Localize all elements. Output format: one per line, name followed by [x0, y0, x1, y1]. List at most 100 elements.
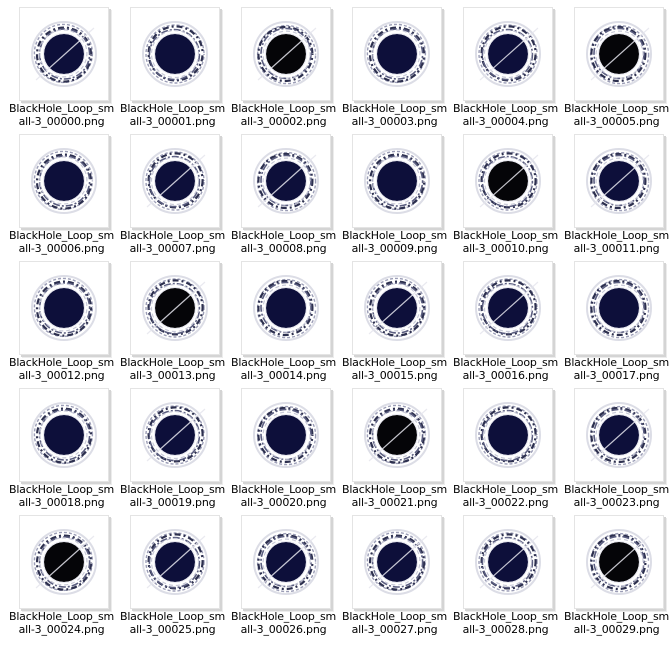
- thumbnail-image[interactable]: [241, 388, 331, 482]
- file-thumbnail-item[interactable]: BlackHole_Loop_sm all-3_00009.png: [339, 134, 450, 261]
- thumbnail-image[interactable]: [463, 388, 553, 482]
- black-hole-image: [253, 21, 319, 87]
- file-thumbnail-item[interactable]: BlackHole_Loop_sm all-3_00028.png: [450, 515, 561, 642]
- thumbnail-image[interactable]: [574, 134, 664, 228]
- file-name-label[interactable]: BlackHole_Loop_sm all-3_00015.png: [339, 356, 450, 382]
- thumbnail-image[interactable]: [241, 134, 331, 228]
- file-name-line-1: BlackHole_Loop_sm: [563, 229, 669, 242]
- file-thumbnail-item[interactable]: BlackHole_Loop_sm all-3_00022.png: [450, 388, 561, 515]
- thumbnail-image[interactable]: [352, 261, 442, 355]
- file-thumbnail-item[interactable]: BlackHole_Loop_sm all-3_00016.png: [450, 261, 561, 388]
- file-thumbnail-item[interactable]: BlackHole_Loop_sm all-3_00021.png: [339, 388, 450, 515]
- file-thumbnail-item[interactable]: BlackHole_Loop_sm all-3_00008.png: [228, 134, 339, 261]
- thumbnail-image[interactable]: [19, 388, 109, 482]
- file-name-label[interactable]: BlackHole_Loop_sm all-3_00014.png: [228, 356, 339, 382]
- file-name-label[interactable]: BlackHole_Loop_sm all-3_00022.png: [450, 483, 561, 509]
- file-name-line-1: BlackHole_Loop_sm: [8, 356, 114, 369]
- file-name-label[interactable]: BlackHole_Loop_sm all-3_00016.png: [450, 356, 561, 382]
- thumbnail-image[interactable]: [574, 388, 664, 482]
- thumbnail-image[interactable]: [574, 261, 664, 355]
- file-thumbnail-item[interactable]: BlackHole_Loop_sm all-3_00029.png: [561, 515, 669, 642]
- file-thumbnail-item[interactable]: BlackHole_Loop_sm all-3_00025.png: [117, 515, 228, 642]
- file-thumbnail-item[interactable]: BlackHole_Loop_sm all-3_00013.png: [117, 261, 228, 388]
- thumbnail-image[interactable]: [352, 388, 442, 482]
- file-name-label[interactable]: BlackHole_Loop_sm all-3_00029.png: [561, 610, 669, 636]
- file-name-label[interactable]: BlackHole_Loop_sm all-3_00020.png: [228, 483, 339, 509]
- file-thumbnail-item[interactable]: BlackHole_Loop_sm all-3_00024.png: [6, 515, 117, 642]
- file-name-label[interactable]: BlackHole_Loop_sm all-3_00000.png: [6, 102, 117, 128]
- file-thumbnail-item[interactable]: BlackHole_Loop_sm all-3_00011.png: [561, 134, 669, 261]
- file-thumbnail-item[interactable]: BlackHole_Loop_sm all-3_00027.png: [339, 515, 450, 642]
- thumbnail-image[interactable]: [130, 515, 220, 609]
- file-name-label[interactable]: BlackHole_Loop_sm all-3_00004.png: [450, 102, 561, 128]
- file-name-label[interactable]: BlackHole_Loop_sm all-3_00010.png: [450, 229, 561, 255]
- thumbnail-image[interactable]: [130, 388, 220, 482]
- thumbnail-image[interactable]: [130, 261, 220, 355]
- file-name-label[interactable]: BlackHole_Loop_sm all-3_00003.png: [339, 102, 450, 128]
- file-name-label[interactable]: BlackHole_Loop_sm all-3_00005.png: [561, 102, 669, 128]
- thumbnail-image[interactable]: [19, 261, 109, 355]
- file-name-label[interactable]: BlackHole_Loop_sm all-3_00019.png: [117, 483, 228, 509]
- file-name-label[interactable]: BlackHole_Loop_sm all-3_00011.png: [561, 229, 669, 255]
- file-name-label[interactable]: BlackHole_Loop_sm all-3_00018.png: [6, 483, 117, 509]
- file-thumbnail-item[interactable]: BlackHole_Loop_sm all-3_00010.png: [450, 134, 561, 261]
- thumbnail-image[interactable]: [241, 261, 331, 355]
- thumbnail-image[interactable]: [19, 134, 109, 228]
- file-thumbnail-item[interactable]: BlackHole_Loop_sm all-3_00023.png: [561, 388, 669, 515]
- file-name-label[interactable]: BlackHole_Loop_sm all-3_00013.png: [117, 356, 228, 382]
- file-name-line-1: BlackHole_Loop_sm: [563, 483, 669, 496]
- file-name-label[interactable]: BlackHole_Loop_sm all-3_00021.png: [339, 483, 450, 509]
- file-name-label[interactable]: BlackHole_Loop_sm all-3_00002.png: [228, 102, 339, 128]
- thumbnail-image[interactable]: [241, 515, 331, 609]
- file-thumbnail-item[interactable]: BlackHole_Loop_sm all-3_00006.png: [6, 134, 117, 261]
- thumbnail-image[interactable]: [19, 515, 109, 609]
- file-name-label[interactable]: BlackHole_Loop_sm all-3_00012.png: [6, 356, 117, 382]
- thumbnail-image[interactable]: [463, 134, 553, 228]
- file-name-line-1: BlackHole_Loop_sm: [8, 483, 114, 496]
- thumbnail-image[interactable]: [574, 7, 664, 101]
- thumbnail-image[interactable]: [130, 134, 220, 228]
- file-thumbnail-item[interactable]: BlackHole_Loop_sm all-3_00019.png: [117, 388, 228, 515]
- file-thumbnail-item[interactable]: BlackHole_Loop_sm all-3_00015.png: [339, 261, 450, 388]
- file-name-label[interactable]: BlackHole_Loop_sm all-3_00007.png: [117, 229, 228, 255]
- file-name-label[interactable]: BlackHole_Loop_sm all-3_00025.png: [117, 610, 228, 636]
- file-name-label[interactable]: BlackHole_Loop_sm all-3_00024.png: [6, 610, 117, 636]
- file-thumbnail-item[interactable]: BlackHole_Loop_sm all-3_00000.png: [6, 7, 117, 134]
- file-thumbnail-item[interactable]: BlackHole_Loop_sm all-3_00026.png: [228, 515, 339, 642]
- thumbnail-image[interactable]: [463, 261, 553, 355]
- file-name-label[interactable]: BlackHole_Loop_sm all-3_00001.png: [117, 102, 228, 128]
- thumbnail-image[interactable]: [352, 515, 442, 609]
- file-name-label[interactable]: BlackHole_Loop_sm all-3_00009.png: [339, 229, 450, 255]
- file-name-label[interactable]: BlackHole_Loop_sm all-3_00006.png: [6, 229, 117, 255]
- file-thumbnail-item[interactable]: BlackHole_Loop_sm all-3_00012.png: [6, 261, 117, 388]
- file-name-label[interactable]: BlackHole_Loop_sm all-3_00017.png: [561, 356, 669, 382]
- file-thumbnail-item[interactable]: BlackHole_Loop_sm all-3_00004.png: [450, 7, 561, 134]
- file-name-label[interactable]: BlackHole_Loop_sm all-3_00023.png: [561, 483, 669, 509]
- file-thumbnail-item[interactable]: BlackHole_Loop_sm all-3_00007.png: [117, 134, 228, 261]
- file-name-label[interactable]: BlackHole_Loop_sm all-3_00028.png: [450, 610, 561, 636]
- thumbnail-image[interactable]: [352, 7, 442, 101]
- thumbnail-image[interactable]: [19, 7, 109, 101]
- file-name-label[interactable]: BlackHole_Loop_sm all-3_00027.png: [339, 610, 450, 636]
- thumbnail-image[interactable]: [463, 515, 553, 609]
- thumbnail-image[interactable]: [241, 7, 331, 101]
- file-name-line-1: BlackHole_Loop_sm: [563, 610, 669, 623]
- thumbnail-image[interactable]: [463, 7, 553, 101]
- file-thumbnail-item[interactable]: BlackHole_Loop_sm all-3_00014.png: [228, 261, 339, 388]
- file-name-label[interactable]: BlackHole_Loop_sm all-3_00008.png: [228, 229, 339, 255]
- file-thumbnail-item[interactable]: BlackHole_Loop_sm all-3_00018.png: [6, 388, 117, 515]
- file-name-line-2: all-3_00017.png: [573, 369, 660, 382]
- thumbnail-image[interactable]: [574, 515, 664, 609]
- file-thumbnail-item[interactable]: BlackHole_Loop_sm all-3_00020.png: [228, 388, 339, 515]
- file-thumbnail-item[interactable]: BlackHole_Loop_sm all-3_00001.png: [117, 7, 228, 134]
- thumbnail-image[interactable]: [352, 134, 442, 228]
- file-name-line-2: all-3_00008.png: [240, 242, 327, 255]
- file-name-label[interactable]: BlackHole_Loop_sm all-3_00026.png: [228, 610, 339, 636]
- thumbnail-image[interactable]: [130, 7, 220, 101]
- file-name-line-1: BlackHole_Loop_sm: [119, 610, 225, 623]
- file-name-line-1: BlackHole_Loop_sm: [230, 102, 336, 115]
- file-thumbnail-item[interactable]: BlackHole_Loop_sm all-3_00017.png: [561, 261, 669, 388]
- file-thumbnail-item[interactable]: BlackHole_Loop_sm all-3_00005.png: [561, 7, 669, 134]
- file-thumbnail-item[interactable]: BlackHole_Loop_sm all-3_00002.png: [228, 7, 339, 134]
- file-thumbnail-item[interactable]: BlackHole_Loop_sm all-3_00003.png: [339, 7, 450, 134]
